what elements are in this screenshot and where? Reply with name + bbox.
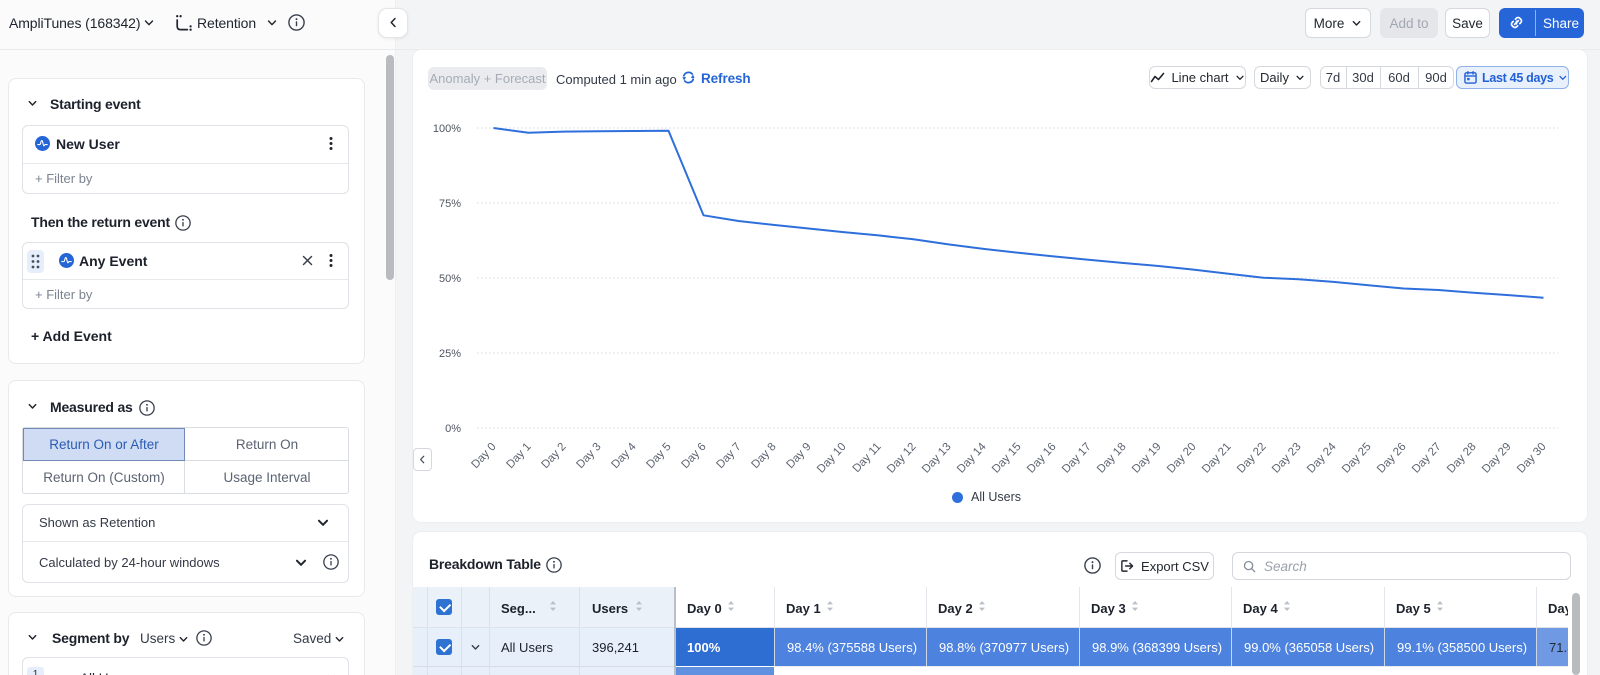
svg-text:Day 5: Day 5: [644, 441, 673, 471]
svg-text:Day 30: Day 30: [1515, 441, 1549, 476]
svg-text:Day 7: Day 7: [714, 441, 743, 471]
svg-text:Day 20: Day 20: [1165, 441, 1199, 476]
svg-text:Day 0: Day 0: [469, 441, 498, 471]
svg-text:Day 2: Day 2: [539, 441, 568, 471]
svg-text:Day 17: Day 17: [1060, 441, 1094, 476]
svg-text:50%: 50%: [439, 273, 461, 285]
svg-text:Day 25: Day 25: [1340, 441, 1374, 476]
svg-text:75%: 75%: [439, 198, 461, 210]
svg-text:Day 11: Day 11: [851, 441, 884, 475]
svg-text:100%: 100%: [433, 123, 461, 135]
svg-text:Day 16: Day 16: [1025, 441, 1059, 476]
svg-text:Day 10: Day 10: [815, 441, 849, 476]
svg-text:Day 4: Day 4: [609, 440, 639, 471]
svg-text:Day 26: Day 26: [1375, 441, 1409, 476]
svg-text:Day 29: Day 29: [1480, 441, 1514, 476]
svg-text:Day 14: Day 14: [955, 440, 989, 475]
svg-text:Day 22: Day 22: [1235, 441, 1269, 476]
svg-text:Day 6: Day 6: [679, 441, 708, 471]
svg-text:Day 18: Day 18: [1095, 441, 1129, 476]
svg-text:Day 3: Day 3: [574, 441, 603, 471]
svg-text:Day 13: Day 13: [920, 441, 954, 476]
svg-text:Day 19: Day 19: [1130, 441, 1164, 476]
svg-text:Day 21: Day 21: [1200, 441, 1234, 476]
svg-text:Day 8: Day 8: [749, 441, 778, 471]
svg-text:0%: 0%: [445, 423, 461, 435]
svg-text:Day 23: Day 23: [1270, 441, 1304, 476]
svg-text:Day 27: Day 27: [1410, 441, 1444, 476]
svg-text:25%: 25%: [439, 348, 461, 360]
svg-text:Day 24: Day 24: [1305, 440, 1339, 475]
svg-text:Day 12: Day 12: [885, 441, 919, 476]
svg-text:Day 9: Day 9: [784, 441, 813, 471]
svg-text:Day 15: Day 15: [990, 441, 1024, 476]
svg-text:Day 28: Day 28: [1445, 441, 1479, 476]
svg-text:Day 1: Day 1: [504, 441, 533, 471]
